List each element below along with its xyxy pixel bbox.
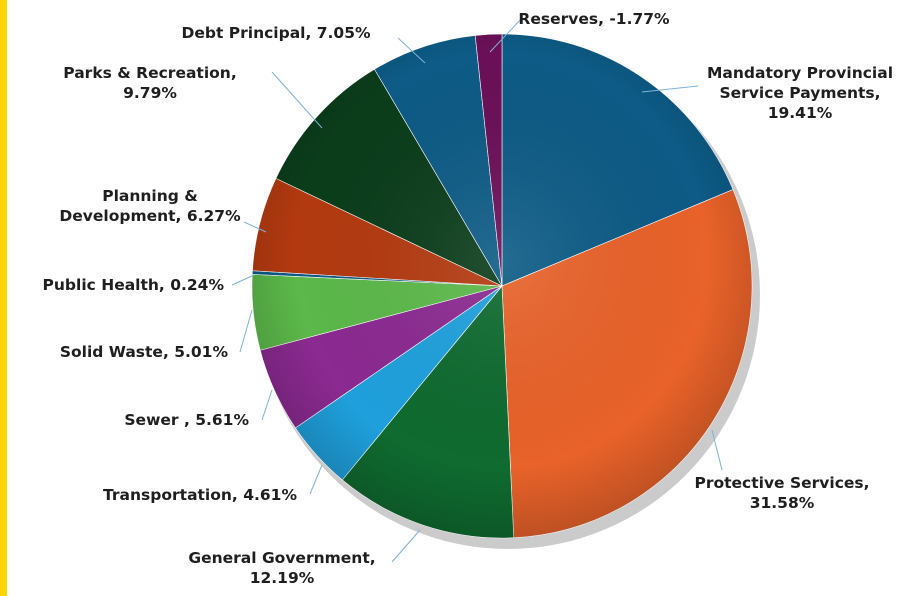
slice-label-8: Planning & Development, 6.27%	[59, 187, 241, 225]
slice-label-4: Transportation, 4.61%	[103, 486, 297, 504]
slice-label-10: Debt Principal, 7.05%	[181, 24, 371, 42]
slice-label-11: Reserves, -1.77%	[518, 10, 670, 28]
leader-line-1	[641, 85, 699, 93]
leader-line-4	[309, 464, 323, 495]
slice-label-6: Solid Waste, 5.01%	[60, 343, 229, 361]
leader-line-6	[239, 309, 253, 353]
leader-lines	[231, 17, 723, 563]
leader-line-8	[243, 221, 267, 233]
slice-label-7: Public Health, 0.24%	[43, 276, 225, 294]
slice-labels: Mandatory Provincial Service Payments, 19.…	[43, 10, 894, 587]
leader-line-5	[261, 389, 273, 421]
slice-label-9: Parks & Recreation, 9.79%	[63, 64, 236, 102]
pie-shading	[252, 34, 752, 538]
leader-line-2	[711, 429, 723, 471]
leader-line-9	[271, 71, 323, 129]
left-edge-bar	[0, 0, 7, 596]
pie-slices	[251, 33, 753, 539]
slice-label-2: Protective Services, 31.58%	[694, 474, 869, 512]
slice-label-5: Sewer , 5.61%	[124, 411, 249, 429]
slice-label-1: Mandatory Provincial Service Payments, 19.…	[707, 64, 893, 122]
slice-label-3: General Government, 12.19%	[188, 549, 375, 587]
leader-line-11	[489, 17, 523, 53]
leader-line-3	[391, 529, 421, 563]
leader-line-10	[397, 37, 426, 64]
leader-line-7	[231, 274, 255, 286]
